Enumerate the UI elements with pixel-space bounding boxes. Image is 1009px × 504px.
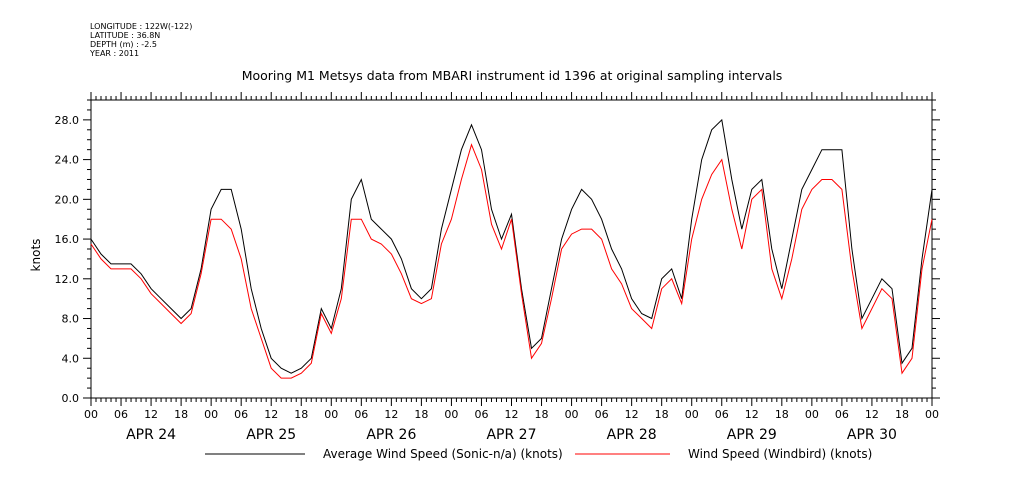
- x-tick-label: 06: [835, 408, 849, 421]
- chart-title: Mooring M1 Metsys data from MBARI instru…: [242, 68, 783, 83]
- y-tick-label: 12.0: [55, 273, 80, 286]
- x-tick-label: 00: [204, 408, 218, 421]
- legend-label-average: Average Wind Speed (Sonic-n/a) (knots): [323, 447, 563, 461]
- series-line-average-wind-speed: [90, 118, 933, 374]
- x-tick-label: 12: [745, 408, 759, 421]
- x-tick-label: 18: [174, 408, 188, 421]
- depth-label: DEPTH (m) : -2.5: [90, 40, 157, 49]
- x-tick-label: 06: [715, 408, 729, 421]
- x-tick-label: 12: [625, 408, 639, 421]
- x-day-label: APR 25: [246, 427, 296, 443]
- x-tick-label: 18: [414, 408, 428, 421]
- x-tick-label: 12: [264, 408, 278, 421]
- x-tick-label: 12: [865, 408, 879, 421]
- legend-label-windbird: Wind Speed (Windbird) (knots): [688, 447, 872, 461]
- x-tick-label: 12: [384, 408, 398, 421]
- year-label: YEAR : 2011: [90, 49, 140, 58]
- x-tick-label: 06: [234, 408, 248, 421]
- series-line-windbird-wind-speed: [90, 143, 933, 379]
- y-tick-label: 0.0: [62, 392, 80, 405]
- x-tick-label: 00: [805, 408, 819, 421]
- y-tick-label: 16.0: [55, 233, 80, 246]
- x-tick-label: 00: [444, 408, 458, 421]
- y-axis-label: knots: [29, 239, 43, 272]
- plot-border: [90, 99, 933, 399]
- x-tick-label: 18: [775, 408, 789, 421]
- y-tick-label: 8.0: [62, 313, 80, 326]
- x-tick-label: 00: [925, 408, 939, 421]
- x-tick-label: 18: [655, 408, 669, 421]
- x-tick-label: 06: [474, 408, 488, 421]
- x-day-label: APR 30: [847, 427, 897, 443]
- x-day-label: APR 29: [727, 427, 777, 443]
- x-tick-label: 00: [84, 408, 98, 421]
- x-tick-label: 06: [114, 408, 128, 421]
- x-day-label: APR 24: [126, 427, 176, 443]
- x-tick-label: 12: [505, 408, 519, 421]
- x-axis: 00 06 12 18 00 06 12 18 00 06 12 18 00 06 12 18 00 06 12 18…: [84, 408, 939, 443]
- longitude-label: LONGITUDE : 122W(-122): [90, 22, 193, 31]
- latitude-label: LATITUDE : 36.8N: [90, 31, 161, 40]
- x-tick-label: 00: [324, 408, 338, 421]
- x-tick-label: 00: [565, 408, 579, 421]
- y-axis: 0.0 4.0 8.0 12.0 16.0 20.0 24.0 28.0: [55, 99, 940, 405]
- x-tick-label: 00: [685, 408, 699, 421]
- x-tick-label: 06: [595, 408, 609, 421]
- y-tick-label: 20.0: [55, 193, 80, 206]
- x-day-label: APR 26: [366, 427, 416, 443]
- metadata-block: LONGITUDE : 122W(-122) LATITUDE : 36.8N …: [90, 22, 192, 58]
- series-lines: [90, 118, 933, 379]
- plot-frame: [90, 92, 933, 406]
- x-day-label: APR 28: [607, 427, 657, 443]
- y-tick-label: 4.0: [62, 352, 80, 365]
- y-tick-label: 28.0: [55, 114, 80, 127]
- x-day-label: APR 27: [486, 427, 536, 443]
- x-tick-label: 18: [895, 408, 909, 421]
- x-tick-label: 18: [294, 408, 308, 421]
- y-tick-label: 24.0: [55, 154, 80, 167]
- x-tick-label: 06: [354, 408, 368, 421]
- x-tick-label: 18: [535, 408, 549, 421]
- legend: Average Wind Speed (Sonic-n/a) (knots) W…: [205, 447, 872, 461]
- x-tick-label: 12: [144, 408, 158, 421]
